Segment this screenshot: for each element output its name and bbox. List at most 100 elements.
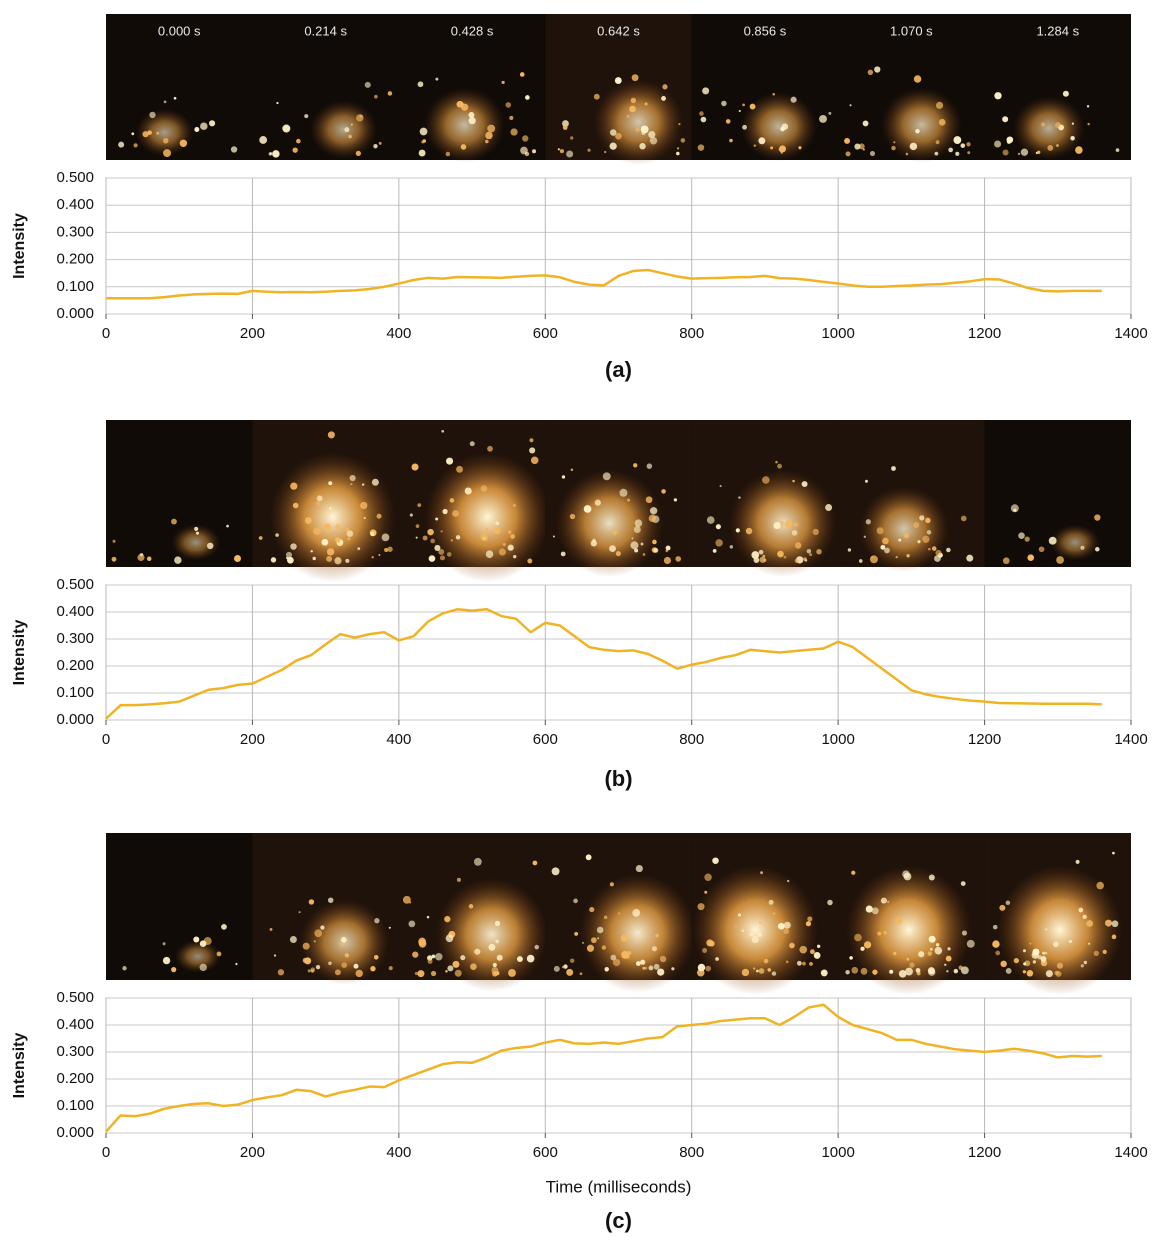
spark xyxy=(675,556,682,562)
spark xyxy=(793,522,799,527)
spark xyxy=(854,143,861,150)
spark xyxy=(440,530,443,533)
spark xyxy=(312,556,316,561)
spark xyxy=(1040,122,1046,127)
spark xyxy=(893,141,896,144)
spark xyxy=(865,519,871,525)
spark xyxy=(412,951,419,958)
spark xyxy=(494,920,501,926)
spark xyxy=(258,536,263,540)
spark xyxy=(526,954,535,963)
spark xyxy=(945,955,952,962)
spark xyxy=(422,535,428,541)
y-tick-label: 0.300 xyxy=(56,1043,94,1060)
spark xyxy=(935,101,944,109)
x-tick-label: 0 xyxy=(102,731,110,748)
spark xyxy=(1075,859,1080,864)
spark xyxy=(562,125,568,130)
spark xyxy=(629,105,636,113)
data-line xyxy=(105,1003,1102,1133)
spark xyxy=(657,968,665,976)
spark xyxy=(721,100,727,107)
spark xyxy=(1054,970,1059,976)
spark xyxy=(644,102,648,106)
spark xyxy=(632,908,641,917)
spark xyxy=(790,96,797,103)
spark xyxy=(111,556,117,562)
spark xyxy=(1056,556,1064,564)
spark xyxy=(602,472,611,481)
spark xyxy=(378,141,382,145)
spark xyxy=(559,149,564,154)
spark xyxy=(994,140,1002,148)
spark xyxy=(529,447,536,454)
spark xyxy=(759,556,766,563)
spark xyxy=(1036,150,1041,155)
spark xyxy=(953,968,959,974)
spark xyxy=(589,906,595,913)
spark xyxy=(402,895,411,904)
spark xyxy=(1112,851,1115,855)
spark xyxy=(786,879,790,883)
spark xyxy=(1045,928,1048,931)
spark xyxy=(296,138,301,144)
spark xyxy=(290,543,297,550)
spark xyxy=(308,899,315,905)
spark xyxy=(485,131,493,140)
spark xyxy=(966,939,975,948)
spark xyxy=(1018,532,1025,539)
spark xyxy=(579,972,583,976)
spark xyxy=(344,127,350,133)
spark xyxy=(751,551,760,559)
spark xyxy=(735,528,740,533)
spark xyxy=(706,516,715,524)
spark xyxy=(1086,105,1090,108)
spark xyxy=(371,478,379,486)
spark xyxy=(649,507,658,515)
spark xyxy=(505,102,512,108)
spark xyxy=(235,962,238,966)
spark xyxy=(340,936,347,943)
spark xyxy=(345,527,350,532)
spark xyxy=(603,915,608,920)
spark xyxy=(909,142,918,151)
spark xyxy=(805,921,812,927)
spark xyxy=(285,551,293,558)
y-tick-label: 0.200 xyxy=(56,251,94,268)
spark xyxy=(918,951,925,958)
spark xyxy=(513,504,517,507)
x-tick-label: 1400 xyxy=(1114,325,1147,342)
spark xyxy=(532,149,537,154)
y-tick-label: 0.100 xyxy=(56,278,94,295)
y-tick-label: 0.000 xyxy=(56,1124,94,1141)
spark xyxy=(662,84,668,90)
spark xyxy=(762,476,770,484)
spark xyxy=(468,112,475,119)
spark xyxy=(634,548,639,553)
spark xyxy=(326,555,333,562)
spark xyxy=(813,952,821,959)
spark xyxy=(847,548,852,552)
spark xyxy=(199,940,207,947)
spark xyxy=(1005,900,1011,906)
spark xyxy=(767,968,772,972)
spark xyxy=(809,962,813,966)
x-tick-label: 200 xyxy=(240,731,265,748)
spark xyxy=(895,555,898,559)
spark xyxy=(786,520,792,525)
spark xyxy=(146,556,152,561)
flame-glow xyxy=(174,939,222,974)
spark xyxy=(702,948,708,953)
spark xyxy=(604,967,609,972)
plot-area xyxy=(105,997,1132,1134)
spark xyxy=(387,546,393,552)
spark xyxy=(1017,152,1021,155)
spark xyxy=(388,926,391,929)
spark xyxy=(905,967,913,976)
spark xyxy=(334,537,341,543)
spark xyxy=(646,463,653,469)
spark xyxy=(858,559,863,563)
spark xyxy=(557,148,560,151)
spark xyxy=(469,441,475,447)
spark xyxy=(871,907,879,915)
